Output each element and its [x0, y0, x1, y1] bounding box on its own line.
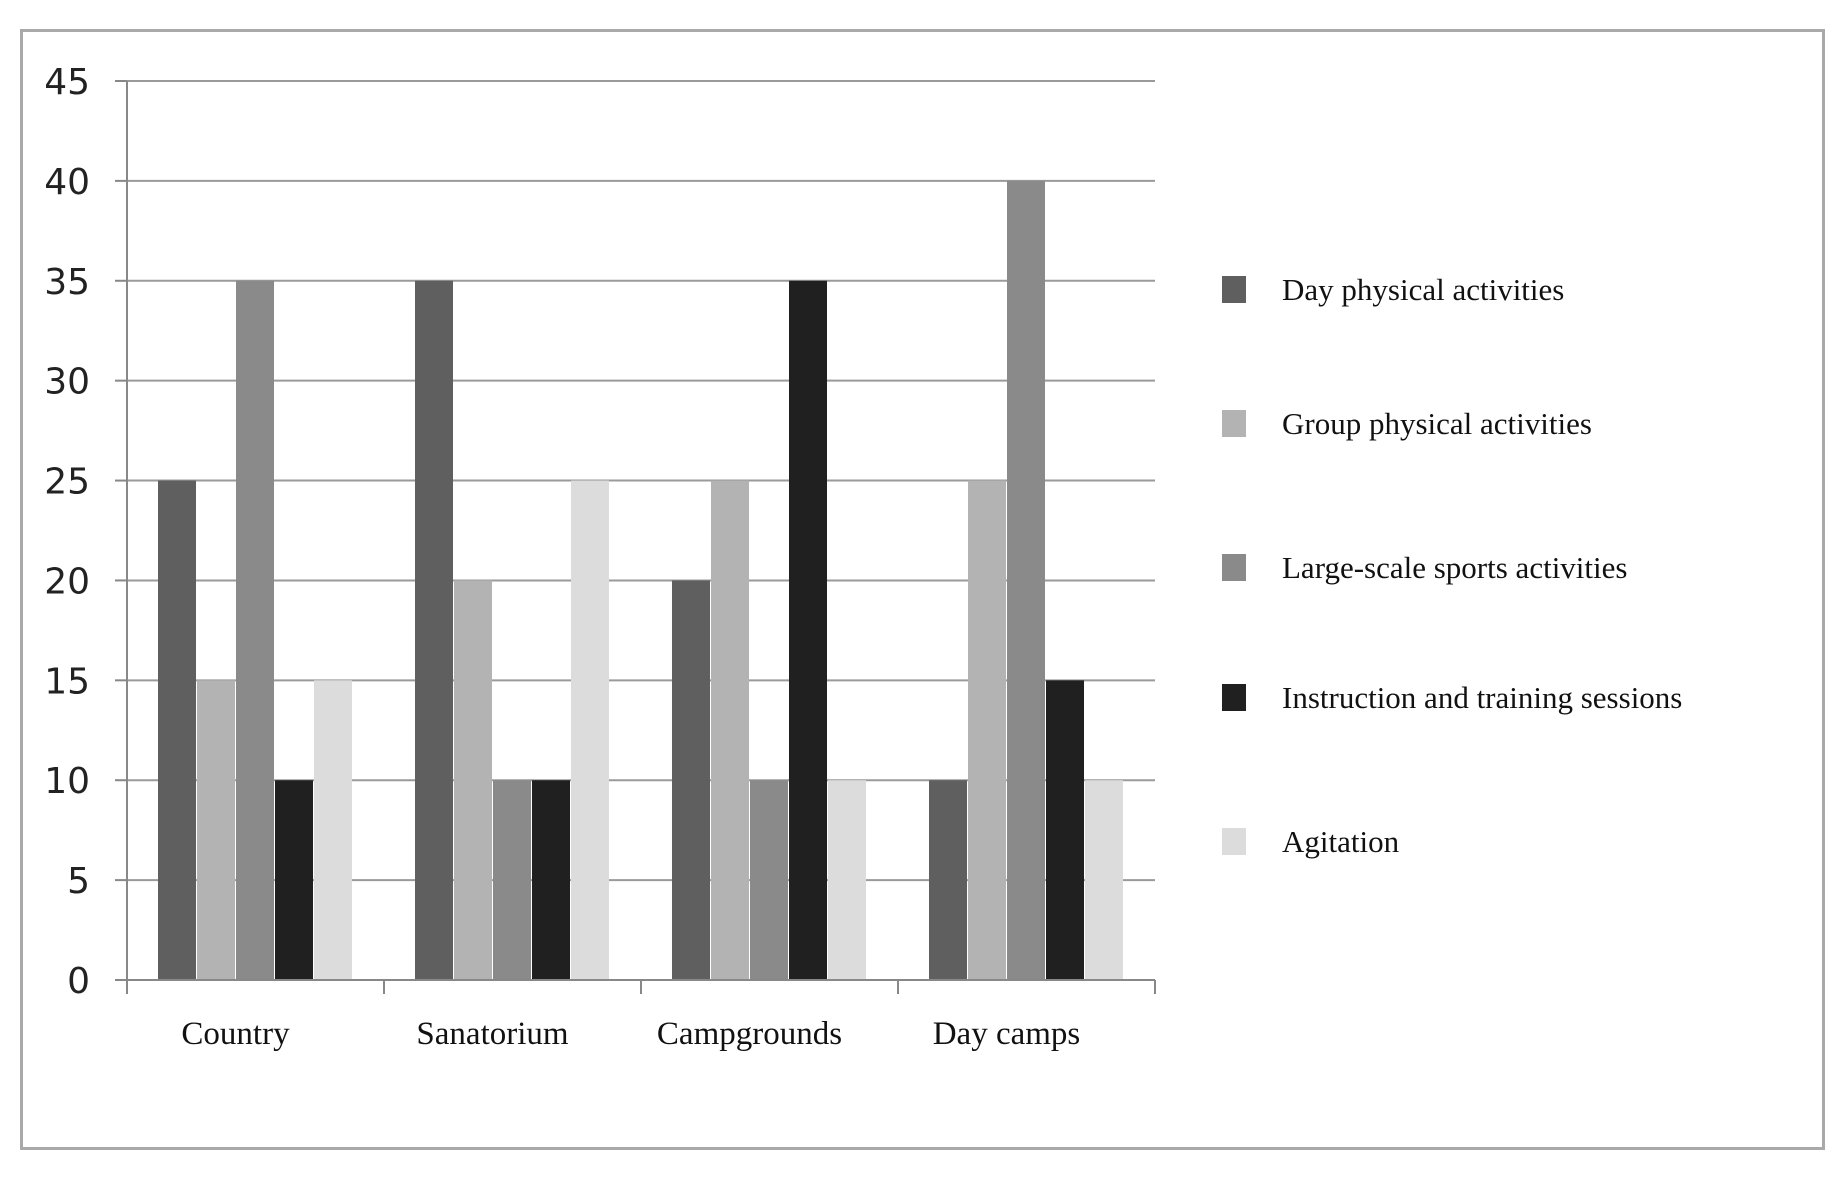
legend: Day physical activities Group physical ac… [1222, 272, 1682, 859]
x-tick-label-country: Country [181, 1016, 290, 1052]
bar-sanatorium-instruction-and-training-sessions [532, 780, 570, 980]
bar-sanatorium-group-physical-activities [454, 580, 492, 980]
y-tick-label-10: 10 [44, 761, 90, 802]
bar-country-large-scale-sports-activities [236, 280, 274, 980]
bar-day-camps-day-physical-activities [929, 780, 967, 980]
x-axis-tick-labels: Country Sanatorium Campgrounds Day camps [181, 1016, 1080, 1052]
legend-label-instruction-and-training-sessions: Instruction and training sessions [1282, 680, 1682, 715]
legend-label-large-scale-sports-activities: Large-scale sports activities [1282, 550, 1627, 585]
bar-campgrounds-instruction-and-training-sessions [789, 280, 827, 980]
bar-sanatorium-large-scale-sports-activities [493, 780, 531, 980]
bar-sanatorium-day-physical-activities [415, 280, 453, 980]
bar-sanatorium-agitation [571, 480, 609, 980]
bar-day-camps-large-scale-sports-activities [1007, 180, 1045, 980]
bar-day-camps-agitation [1085, 780, 1123, 980]
bar-day-camps-instruction-and-training-sessions [1046, 680, 1084, 980]
y-tick-label-15: 15 [44, 661, 90, 702]
y-axis-tick-labels: 0 5 10 15 20 25 30 35 40 45 [44, 62, 90, 1002]
legend-swatch-day-physical-activities [1222, 276, 1246, 303]
y-tick-label-0: 0 [67, 961, 90, 1002]
legend-label-group-physical-activities: Group physical activities [1282, 406, 1592, 441]
bar-campgrounds-large-scale-sports-activities [750, 780, 788, 980]
bar-campgrounds-group-physical-activities [711, 480, 749, 980]
legend-swatch-group-physical-activities [1222, 410, 1246, 437]
bar-day-camps-group-physical-activities [968, 480, 1006, 980]
bars [158, 180, 1123, 980]
y-tick-label-20: 20 [44, 561, 90, 602]
y-tick-label-25: 25 [44, 462, 90, 503]
legend-label-agitation: Agitation [1282, 824, 1400, 859]
y-tick-label-45: 45 [44, 62, 90, 103]
legend-swatch-instruction-and-training-sessions [1222, 684, 1246, 711]
bar-country-instruction-and-training-sessions [275, 780, 313, 980]
legend-swatch-large-scale-sports-activities [1222, 554, 1246, 581]
bar-country-day-physical-activities [158, 480, 196, 980]
x-tick-label-sanatorium: Sanatorium [416, 1016, 568, 1052]
bar-country-group-physical-activities [197, 680, 235, 980]
y-tick-label-30: 30 [44, 362, 90, 403]
y-tick-label-5: 5 [67, 861, 90, 902]
y-tick-label-35: 35 [44, 262, 90, 303]
axes [115, 80, 1156, 994]
x-tick-label-campgrounds: Campgrounds [657, 1016, 842, 1052]
bar-campgrounds-day-physical-activities [672, 580, 710, 980]
legend-swatch-agitation [1222, 828, 1246, 855]
bar-country-agitation [314, 680, 352, 980]
legend-label-day-physical-activities: Day physical activities [1282, 272, 1564, 307]
x-tick-label-day-camps: Day camps [933, 1016, 1081, 1052]
y-tick-label-40: 40 [44, 162, 90, 203]
bar-campgrounds-agitation [828, 780, 866, 980]
